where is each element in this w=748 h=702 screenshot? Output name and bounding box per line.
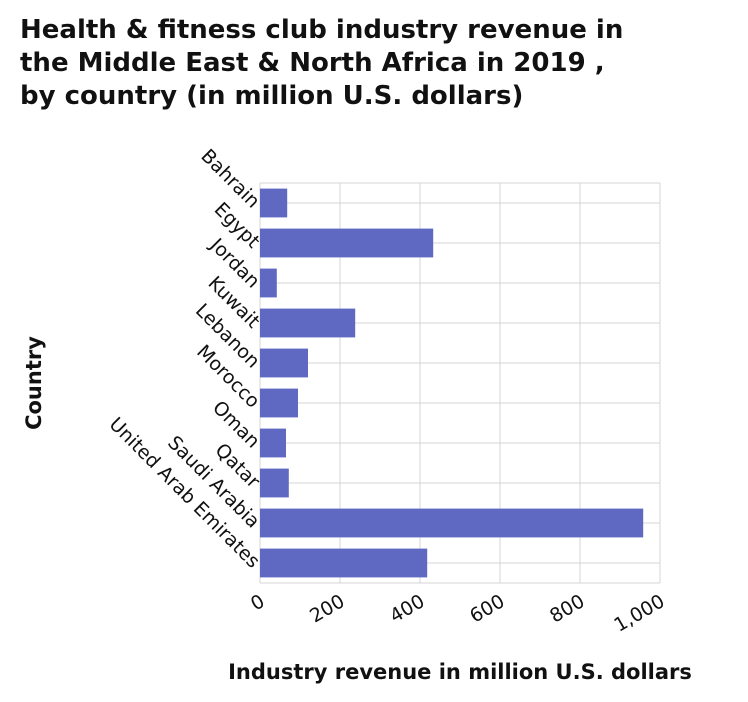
chart-title-line-3: by country (in million U.S. dollars) [20, 81, 524, 111]
bar [260, 508, 644, 538]
chart-title: Health & fitness club industry revenue i… [20, 14, 730, 113]
bars [260, 188, 644, 578]
y-axis-title: Country [22, 336, 46, 430]
bar [260, 468, 289, 498]
x-tick-label: 1,000 [610, 590, 668, 636]
bar [260, 348, 308, 378]
bar [260, 388, 298, 418]
x-axis-title: Industry revenue in million U.S. dollars [228, 660, 692, 684]
chart-title-line-1: Health & fitness club industry revenue i… [20, 15, 624, 45]
chart-title-line-2: the Middle East & North Africa in 2019 , [20, 48, 605, 78]
bar [260, 268, 277, 298]
x-tick-label: 0 [247, 590, 268, 615]
bar [260, 228, 434, 258]
x-tick-label: 200 [306, 590, 348, 627]
x-tick-label: 600 [466, 590, 508, 627]
x-tick-label: 400 [386, 590, 428, 627]
bar [260, 428, 286, 458]
bar [260, 308, 356, 338]
bar [260, 548, 428, 578]
x-tick-labels: 0 200 400 600 800 1,000 [247, 590, 668, 636]
x-tick-label: 800 [546, 590, 588, 627]
bar [260, 188, 288, 218]
y-tick-labels: BahrainEgyptJordanKuwaitLebanonMoroccoOm… [105, 145, 264, 573]
